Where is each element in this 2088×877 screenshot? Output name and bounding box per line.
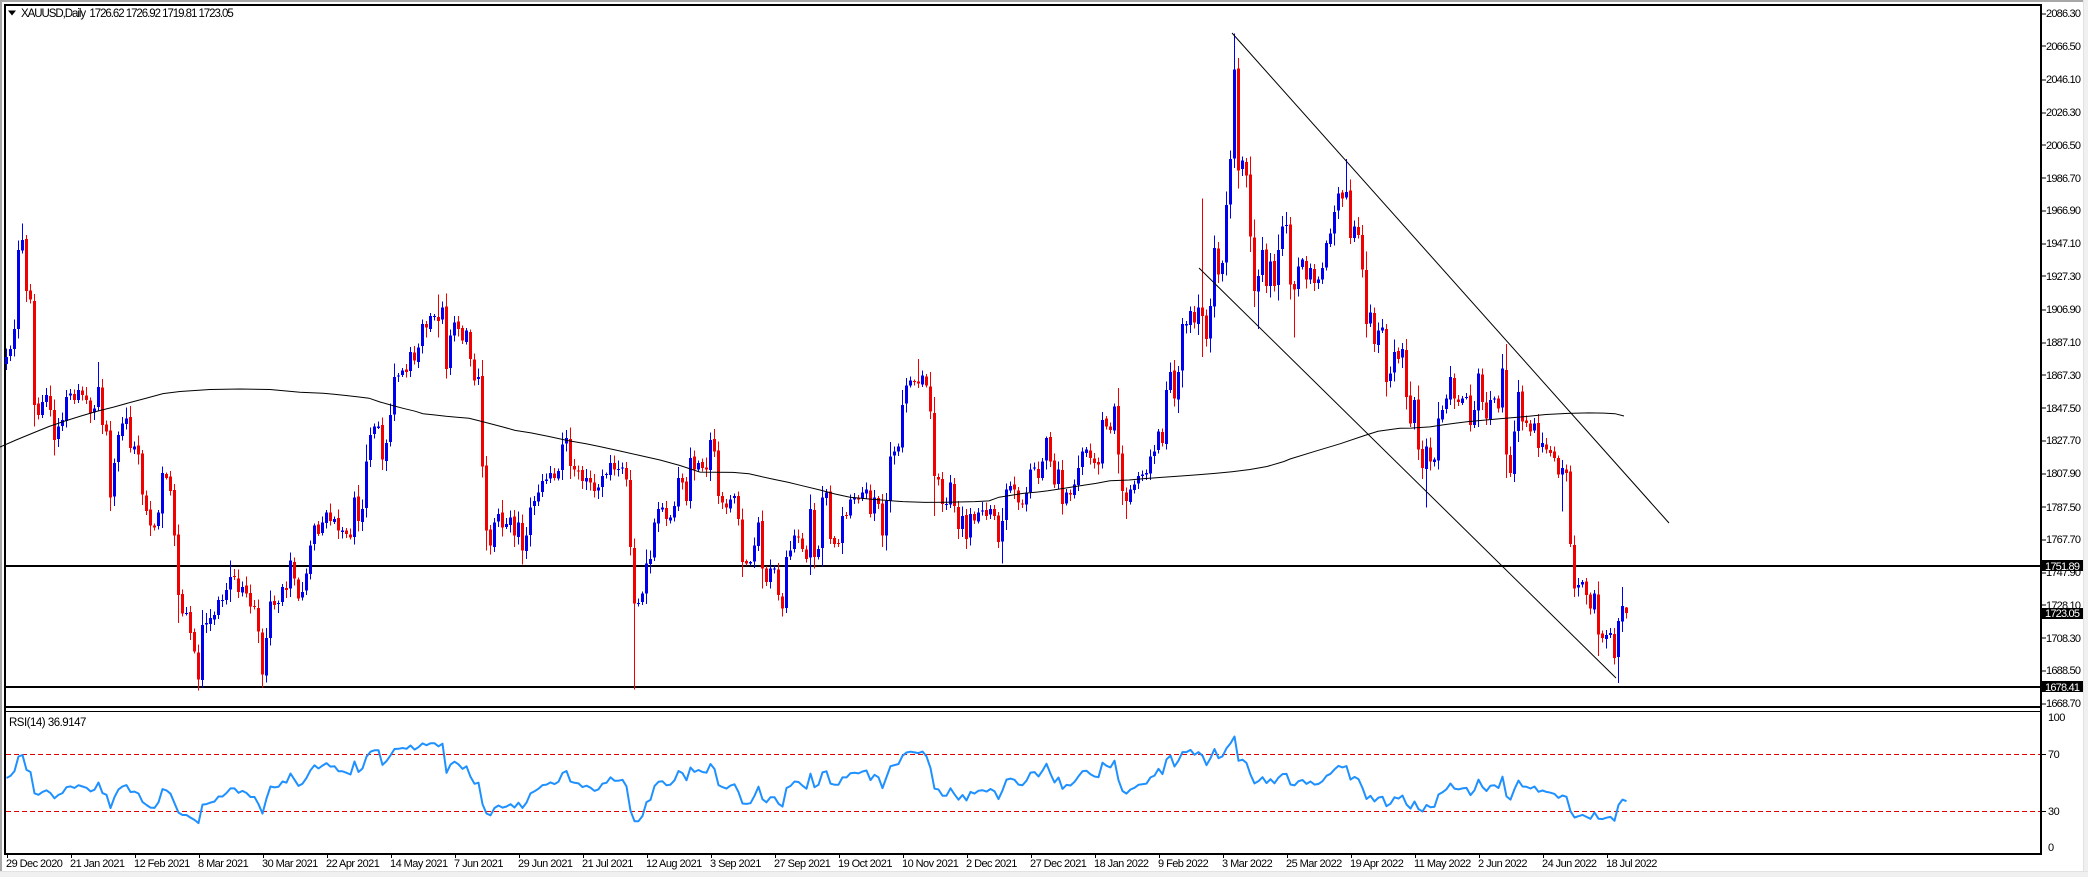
svg-text:1947.10: 1947.10 [2046,238,2081,250]
svg-text:2066.50: 2066.50 [2046,41,2081,53]
svg-text:9 Feb 2022: 9 Feb 2022 [1158,858,1209,870]
svg-text:1767.70: 1767.70 [2046,534,2081,546]
svg-text:10 Nov 2021: 10 Nov 2021 [902,858,959,870]
svg-text:1787.50: 1787.50 [2046,502,2081,514]
svg-text:30: 30 [2048,806,2060,818]
svg-text:29 Dec 2020: 29 Dec 2020 [6,858,63,870]
svg-text:29 Jun 2021: 29 Jun 2021 [518,858,573,870]
svg-text:24 Jun 2022: 24 Jun 2022 [1542,858,1597,870]
svg-text:12 Feb 2021: 12 Feb 2021 [134,858,190,870]
svg-text:1708.30: 1708.30 [2046,633,2081,645]
svg-text:2046.10: 2046.10 [2046,74,2081,86]
svg-text:1986.70: 1986.70 [2046,173,2081,185]
svg-text:1751.89: 1751.89 [2045,561,2080,573]
svg-text:XAUUSD,Daily 1726.62 1726.92: XAUUSD,Daily 1726.62 1726.92 1719.81 172… [21,8,233,20]
svg-text:1688.50: 1688.50 [2046,665,2081,677]
svg-text:25 Mar 2022: 25 Mar 2022 [1286,858,1342,870]
svg-text:1906.90: 1906.90 [2046,304,2081,316]
svg-text:1966.90: 1966.90 [2046,205,2081,217]
svg-text:1678.41: 1678.41 [2045,682,2080,694]
svg-text:18 Jul 2022: 18 Jul 2022 [1606,858,1657,870]
svg-text:3 Mar 2022: 3 Mar 2022 [1222,858,1273,870]
svg-text:3 Sep 2021: 3 Sep 2021 [710,858,761,870]
svg-text:2026.30: 2026.30 [2046,107,2081,119]
svg-text:2 Jun 2022: 2 Jun 2022 [1478,858,1527,870]
svg-text:1847.50: 1847.50 [2046,403,2081,415]
svg-text:1887.10: 1887.10 [2046,337,2081,349]
svg-text:2086.30: 2086.30 [2046,8,2081,20]
svg-text:19 Apr 2022: 19 Apr 2022 [1350,858,1404,870]
svg-text:21 Jan 2021: 21 Jan 2021 [70,858,125,870]
svg-text:1807.90: 1807.90 [2046,468,2081,480]
svg-text:12 Aug 2021: 12 Aug 2021 [646,858,702,870]
svg-text:30 Mar 2021: 30 Mar 2021 [262,858,318,870]
svg-text:27 Dec 2021: 27 Dec 2021 [1030,858,1087,870]
svg-text:2006.50: 2006.50 [2046,140,2081,152]
svg-text:100: 100 [2048,712,2065,724]
svg-text:1723.05: 1723.05 [2045,608,2080,620]
svg-text:1867.30: 1867.30 [2046,370,2081,382]
svg-text:70: 70 [2048,749,2060,761]
svg-text:11 May 2022: 11 May 2022 [1414,858,1471,870]
svg-text:22 Apr 2021: 22 Apr 2021 [326,858,380,870]
svg-text:0: 0 [2048,842,2054,854]
svg-text:8 Mar 2021: 8 Mar 2021 [198,858,249,870]
svg-text:1827.70: 1827.70 [2046,435,2081,447]
svg-text:1927.30: 1927.30 [2046,271,2081,283]
svg-text:7 Jun 2021: 7 Jun 2021 [454,858,503,870]
svg-text:27 Sep 2021: 27 Sep 2021 [774,858,831,870]
svg-text:2 Dec 2021: 2 Dec 2021 [966,858,1017,870]
svg-text:21 Jul 2021: 21 Jul 2021 [582,858,633,870]
svg-text:RSI(14) 36.9147: RSI(14) 36.9147 [9,717,86,729]
svg-text:14 May 2021: 14 May 2021 [390,858,448,870]
svg-text:1668.70: 1668.70 [2046,698,2081,710]
svg-text:19 Oct 2021: 19 Oct 2021 [838,858,892,870]
svg-text:18 Jan 2022: 18 Jan 2022 [1094,858,1149,870]
